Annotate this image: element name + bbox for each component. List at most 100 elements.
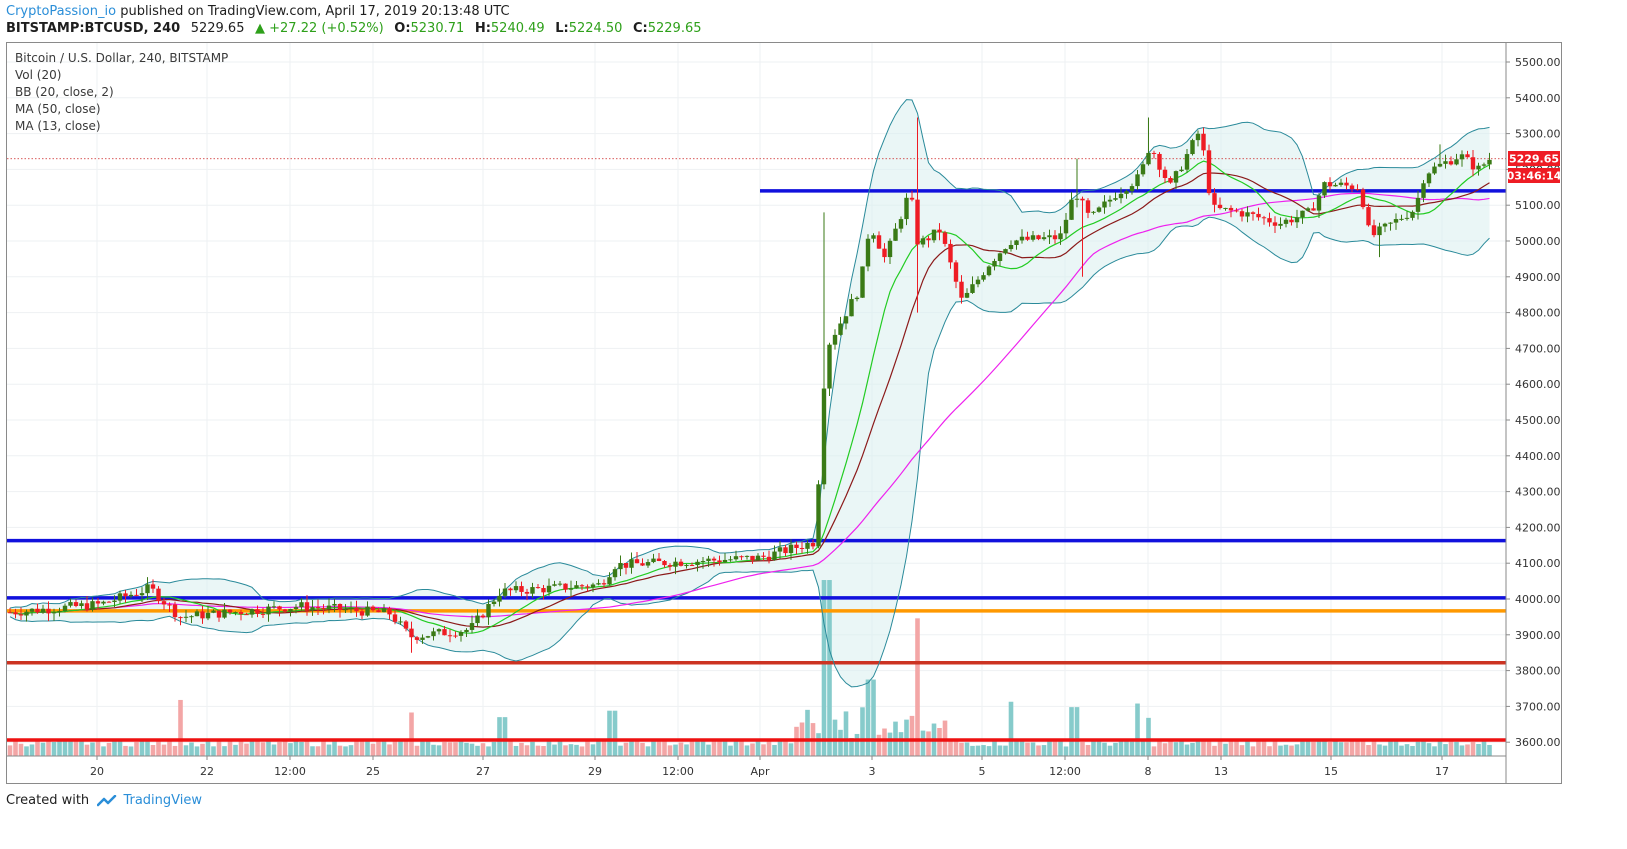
volume-bar	[475, 745, 480, 756]
legend-vol[interactable]: Vol (20)	[15, 68, 62, 82]
volume-bar	[1316, 740, 1322, 756]
candle-body	[1041, 237, 1047, 240]
candle-body	[271, 606, 277, 608]
volume-bar	[860, 707, 865, 756]
candle-body	[898, 219, 904, 229]
volume-bar	[1234, 740, 1239, 756]
volume-bar	[189, 742, 194, 756]
candle-body	[315, 607, 321, 609]
volume-bar	[843, 711, 849, 756]
candle-body	[1371, 225, 1377, 236]
volume-bar	[1327, 741, 1333, 756]
candle-body	[293, 607, 299, 609]
y-tick-label: 4400.00	[1515, 450, 1561, 463]
high-label: H:	[474, 21, 491, 36]
volume-bar	[172, 745, 178, 756]
candle-body	[986, 266, 992, 276]
candle-body	[1102, 201, 1107, 208]
volume-bar	[73, 740, 79, 756]
volume-bar	[854, 733, 860, 756]
volume-bar	[552, 744, 557, 756]
volume-bar	[211, 746, 216, 756]
volume-bar	[244, 743, 249, 756]
volume-bar	[90, 742, 95, 756]
volume-bar	[398, 740, 403, 756]
volume-bar	[541, 745, 546, 756]
volume-bar	[1151, 746, 1157, 756]
volume-bar	[1415, 741, 1421, 756]
tradingview-link[interactable]: TradingView	[123, 793, 202, 808]
volume-bar	[717, 741, 722, 756]
volume-bar	[1404, 744, 1410, 756]
candle-body	[1080, 198, 1085, 201]
legend-title: Bitcoin / U.S. Dollar, 240, BITSTAMP	[15, 51, 229, 65]
legend-bb[interactable]: BB (20, close, 2)	[15, 85, 114, 99]
bollinger-lower-line	[9, 216, 1490, 688]
candle-body	[755, 555, 761, 561]
candle-body	[1096, 207, 1102, 212]
candle-body	[1305, 208, 1311, 211]
candle-body	[953, 262, 959, 282]
legend-ma50[interactable]: MA (50, close)	[15, 102, 101, 116]
candle-body	[1360, 189, 1366, 208]
candle-body	[436, 629, 442, 632]
candle-body	[1036, 235, 1041, 240]
candle-body	[200, 611, 205, 619]
candle-body	[711, 558, 717, 561]
candle-body	[381, 608, 387, 613]
candle-body	[931, 229, 937, 241]
candle-body	[1118, 193, 1124, 199]
volume-bar	[1432, 746, 1437, 756]
volume-bar	[1140, 740, 1146, 756]
candle-body	[1250, 212, 1256, 214]
volume-bar	[1267, 746, 1272, 756]
volume-bar	[805, 709, 810, 756]
volume-bar	[1080, 741, 1085, 756]
candle-body	[249, 609, 255, 615]
volume-bar	[997, 745, 1003, 756]
volume-bar	[733, 740, 739, 756]
legend-ma13[interactable]: MA (13, close)	[15, 119, 101, 133]
volume-bar	[1289, 745, 1294, 756]
candle-body	[288, 608, 293, 612]
volume-bar	[915, 618, 920, 756]
volume-bar	[200, 743, 205, 756]
candles	[7, 117, 1492, 653]
volume-bar	[447, 742, 453, 756]
candle-body	[706, 558, 711, 562]
y-tick-label: 4100.00	[1515, 557, 1561, 570]
candle-body	[1201, 133, 1206, 151]
volume-bar	[139, 740, 145, 756]
candle-body	[607, 577, 612, 585]
volume-bar	[480, 743, 486, 756]
x-tick-label: 27	[476, 765, 490, 778]
volume-bar	[1426, 743, 1432, 756]
candle-body	[915, 199, 920, 245]
y-tick-label: 4000.00	[1515, 593, 1561, 606]
last-price: 5229.65	[190, 21, 245, 36]
candle-body	[167, 604, 172, 606]
candle-body	[1162, 169, 1168, 178]
volume-bar	[178, 699, 183, 756]
volume-bar	[887, 732, 893, 756]
volume-bar	[612, 710, 618, 756]
volume-bar	[876, 734, 882, 756]
volume-bar	[260, 742, 266, 756]
volume-bar	[502, 717, 508, 756]
volume-bar	[491, 741, 497, 756]
volume-bar	[651, 739, 656, 756]
candle-body	[1393, 219, 1399, 223]
volume-bar	[293, 738, 299, 756]
candle-body	[640, 563, 645, 566]
volume-bar	[1223, 743, 1228, 756]
volume-bar	[222, 746, 227, 756]
volume-bar	[376, 739, 381, 756]
volume-bar	[1206, 739, 1212, 756]
candle-body	[590, 584, 596, 588]
time-axis: 20 22 12:00 25 27 29 12:00 Apr 3 5 12:00 8 13 15 17	[7, 755, 1506, 778]
author-link[interactable]: CryptoPassion_io	[6, 4, 117, 19]
countdown-tag-bg	[1508, 168, 1560, 183]
candle-body	[618, 563, 623, 570]
volume-bar	[986, 746, 992, 756]
